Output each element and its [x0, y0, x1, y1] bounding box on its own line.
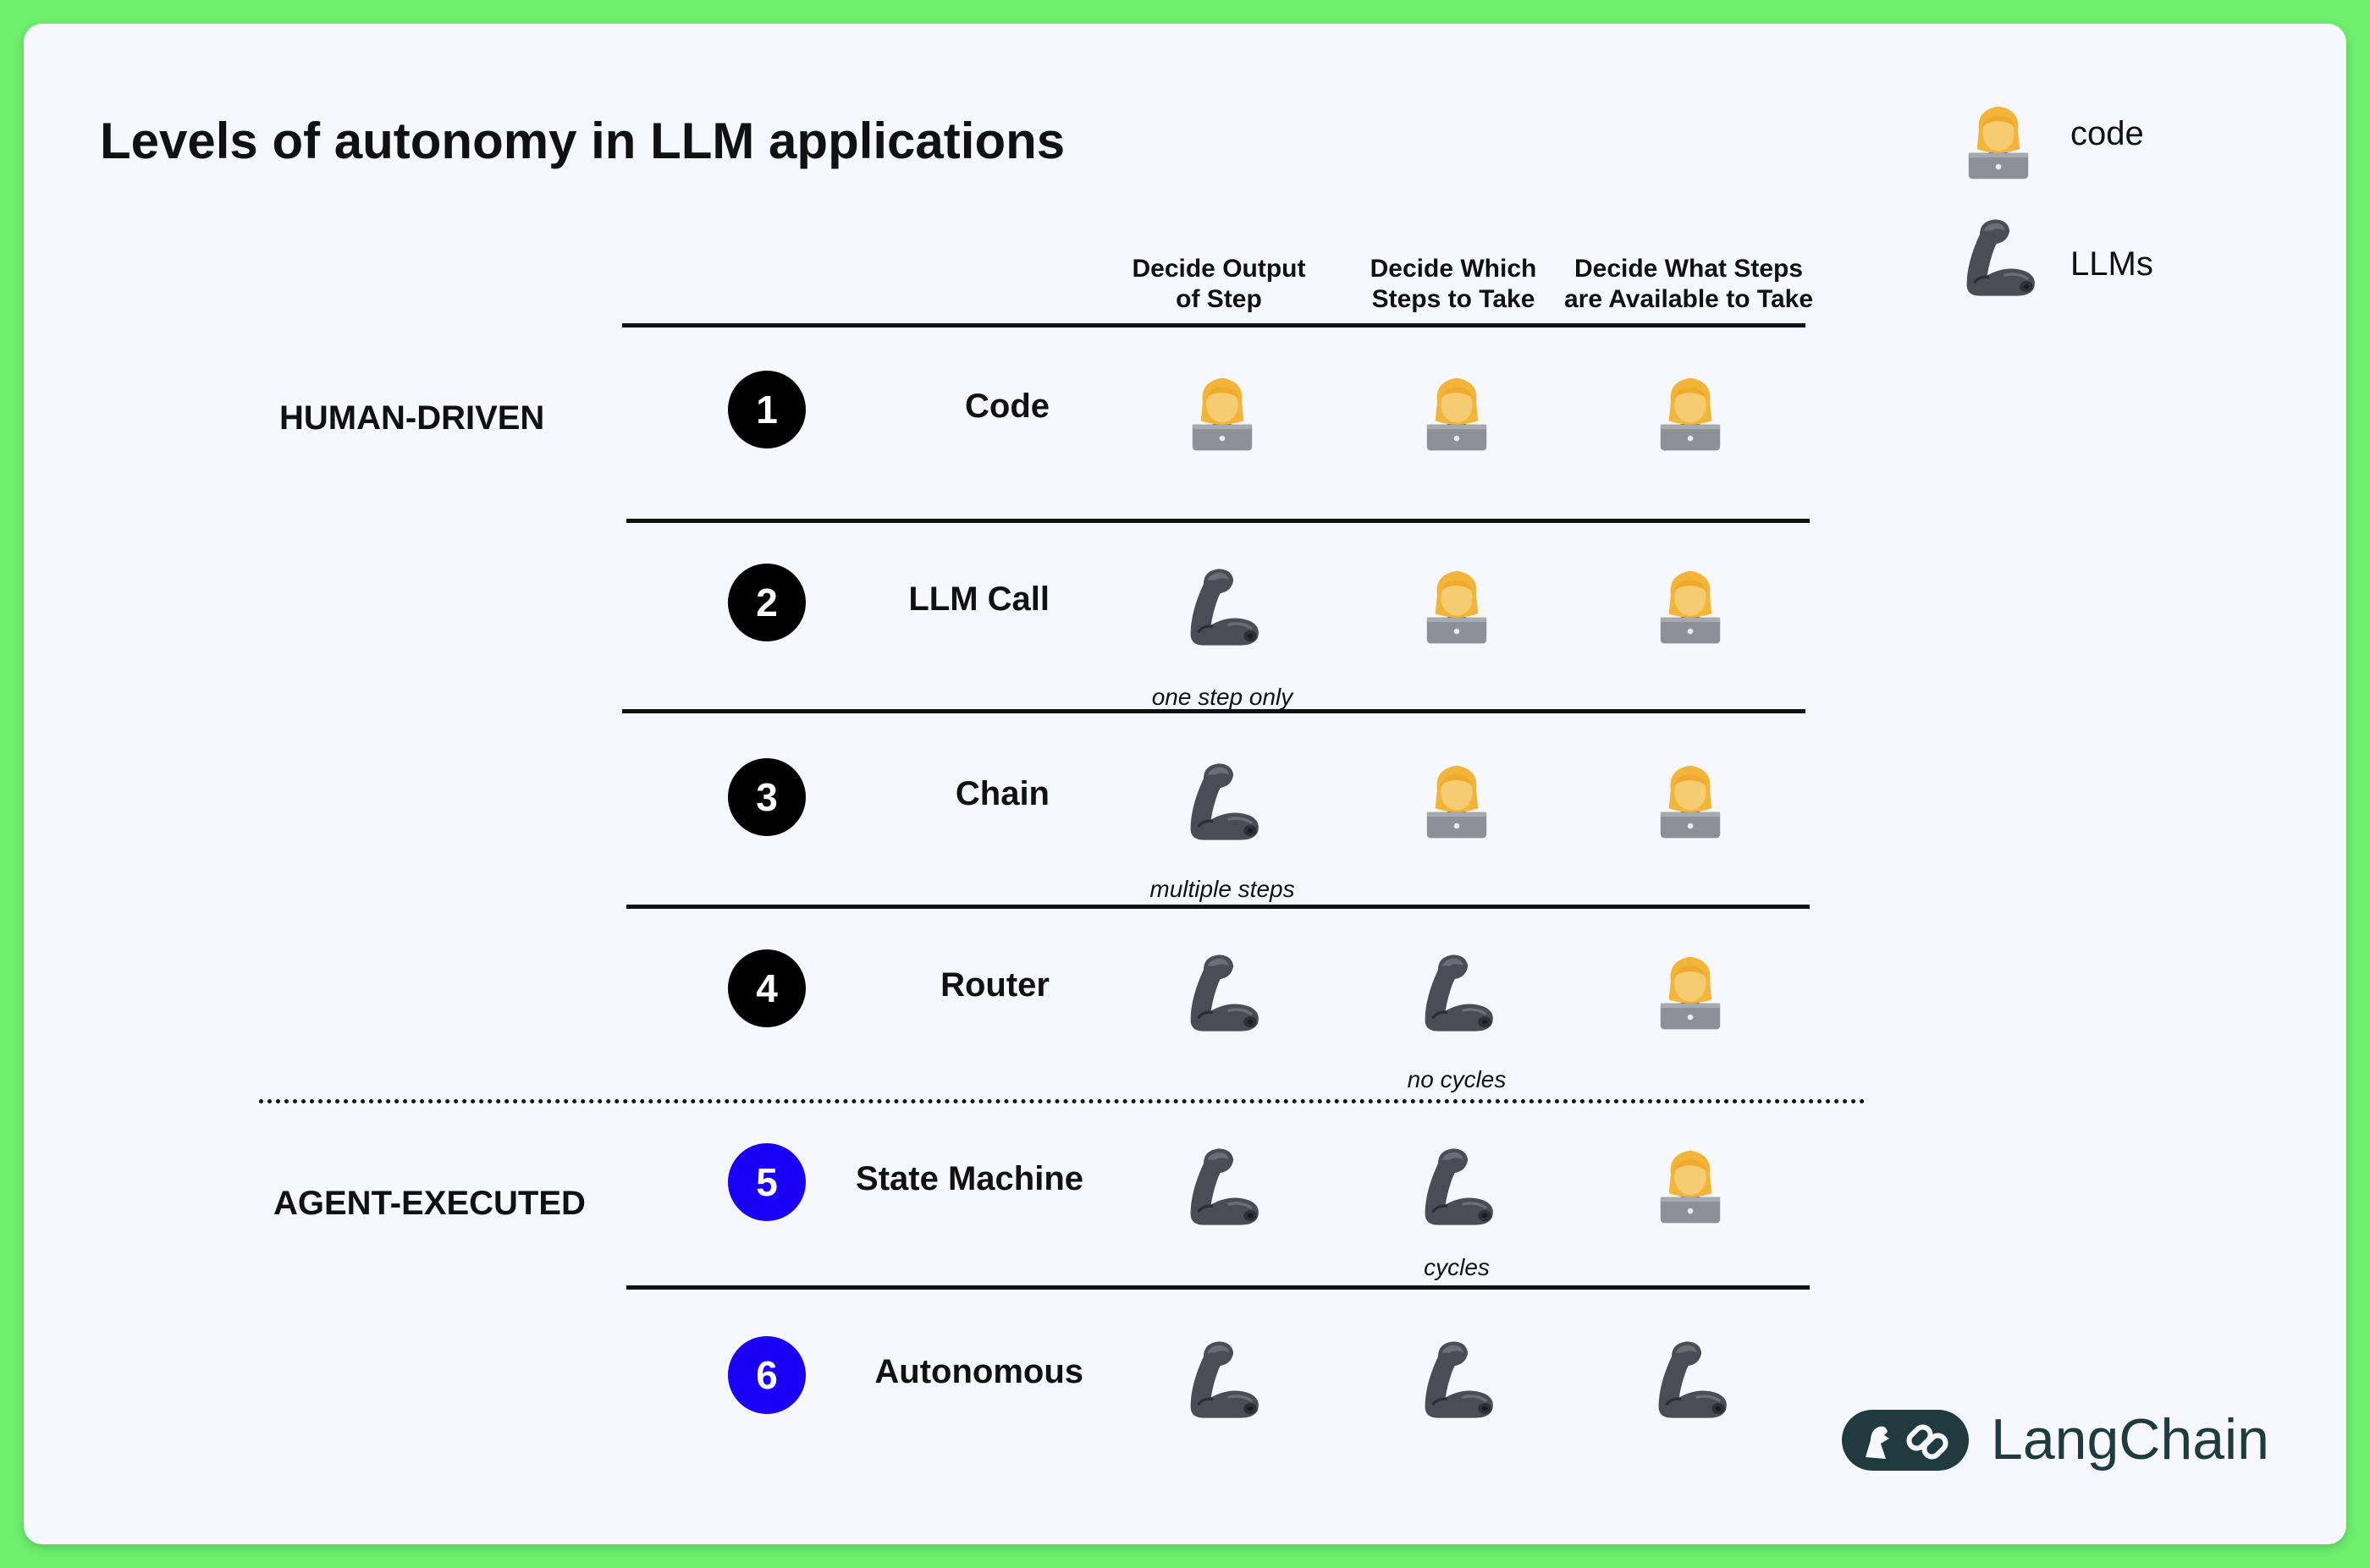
column-header-available-steps: Decide What Steps are Available to Take — [1563, 255, 1814, 313]
person-technologist-icon — [1410, 751, 1503, 844]
cell-note: one step only — [1151, 684, 1293, 710]
person-technologist-icon — [1644, 556, 1737, 649]
flexed-biceps-icon — [1176, 556, 1269, 649]
flexed-biceps-icon — [1410, 942, 1503, 1035]
person-technologist-icon — [1644, 363, 1737, 456]
page-title: Levels of autonomy in LLM applications — [100, 113, 1066, 169]
column-header-which-steps: Decide Which Steps to Take — [1370, 255, 1537, 313]
level-number-badge: 4 — [728, 949, 806, 1027]
flexed-biceps-icon — [1176, 1329, 1269, 1422]
flexed-biceps-icon — [1176, 942, 1269, 1035]
brand-name: LangChain — [1991, 1407, 2269, 1472]
person-technologist-icon — [1644, 751, 1737, 844]
level-label: Chain — [955, 775, 1050, 812]
legend-code-label: code — [2070, 115, 2144, 152]
row-divider — [622, 709, 1805, 713]
flexed-biceps-icon — [1410, 1136, 1503, 1229]
row-divider — [626, 519, 1810, 523]
langchain-logo-icon — [1842, 1410, 1969, 1471]
level-number-badge: 2 — [728, 564, 806, 641]
legend-human-icon — [1952, 91, 2045, 184]
group-label-agent-executed: AGENT-EXECUTED — [273, 1185, 586, 1222]
level-number-badge: 5 — [728, 1143, 806, 1221]
flexed-biceps-icon — [1410, 1329, 1503, 1422]
row-divider — [626, 905, 1810, 909]
person-technologist-icon — [1644, 942, 1737, 1035]
flexed-biceps-icon — [1176, 1136, 1269, 1229]
person-technologist-icon — [1644, 1136, 1737, 1229]
level-label: Router — [940, 966, 1050, 1004]
level-number-badge: 3 — [728, 758, 806, 836]
cell-note: multiple steps — [1149, 876, 1295, 902]
person-technologist-icon — [1410, 363, 1503, 456]
flexed-biceps-icon — [1644, 1329, 1737, 1422]
level-label: LLM Call — [908, 580, 1050, 618]
level-label: State Machine — [856, 1160, 1083, 1197]
cell-note: cycles — [1424, 1254, 1490, 1280]
group-label-human-driven: HUMAN-DRIVEN — [279, 399, 545, 437]
header-rule — [622, 323, 1805, 327]
flexed-biceps-icon — [1176, 751, 1269, 844]
legend-llms-label: LLMs — [2070, 245, 2153, 283]
level-number-badge: 6 — [728, 1336, 806, 1414]
diagram-card — [24, 24, 2346, 1544]
group-separator — [259, 1099, 1866, 1103]
cell-note: no cycles — [1407, 1066, 1507, 1092]
person-technologist-icon — [1176, 363, 1269, 456]
level-number-badge: 1 — [728, 371, 806, 448]
legend-llm-icon — [1952, 206, 2045, 300]
person-technologist-icon — [1410, 556, 1503, 649]
level-label: Autonomous — [874, 1353, 1083, 1390]
column-header-output: Decide Output of Step — [1132, 255, 1306, 313]
row-divider — [626, 1285, 1810, 1290]
level-label: Code — [965, 388, 1050, 425]
